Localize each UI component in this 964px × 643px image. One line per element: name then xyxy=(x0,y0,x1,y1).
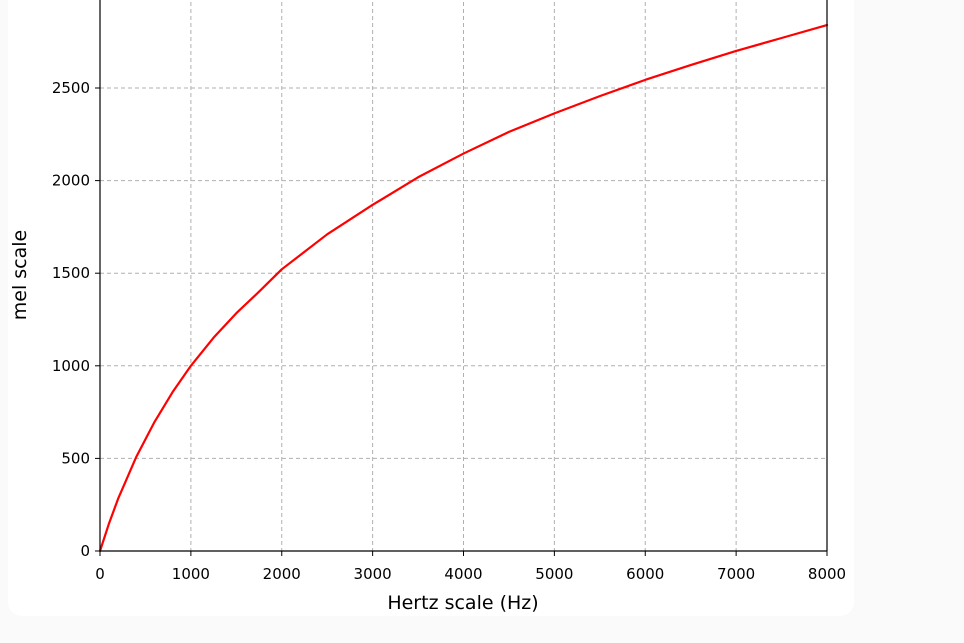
x-tick-label: 5000 xyxy=(535,565,573,583)
y-tick-label: 2500 xyxy=(52,79,90,97)
x-tick-label: 3000 xyxy=(354,565,392,583)
x-tick-label: 1000 xyxy=(172,565,210,583)
series-layer xyxy=(98,23,829,553)
x-tick-label: 6000 xyxy=(626,565,664,583)
y-tick-label: 2000 xyxy=(52,172,90,190)
y-axis-label: mel scale xyxy=(9,230,31,320)
y-tick-label: 0 xyxy=(80,542,90,560)
y-tick-label: 1500 xyxy=(52,264,90,282)
x-tick-label: 4000 xyxy=(444,565,482,583)
y-tick-label: 1000 xyxy=(52,357,90,375)
x-tick-label: 2000 xyxy=(263,565,301,583)
x-tick-label: 7000 xyxy=(717,565,755,583)
x-tick-label: 8000 xyxy=(808,565,846,583)
mel-curve-line xyxy=(98,23,829,553)
y-tick-label: 500 xyxy=(61,449,90,467)
grid-layer xyxy=(99,0,828,552)
figure-card xyxy=(8,0,854,616)
tick-layer: 0 1000 2000 3000 4000 5000 6000 7000 8000 0 500 100… xyxy=(52,79,846,583)
x-axis-label: Hertz scale (Hz) xyxy=(387,592,538,614)
x-tick-label: 0 xyxy=(95,565,105,583)
